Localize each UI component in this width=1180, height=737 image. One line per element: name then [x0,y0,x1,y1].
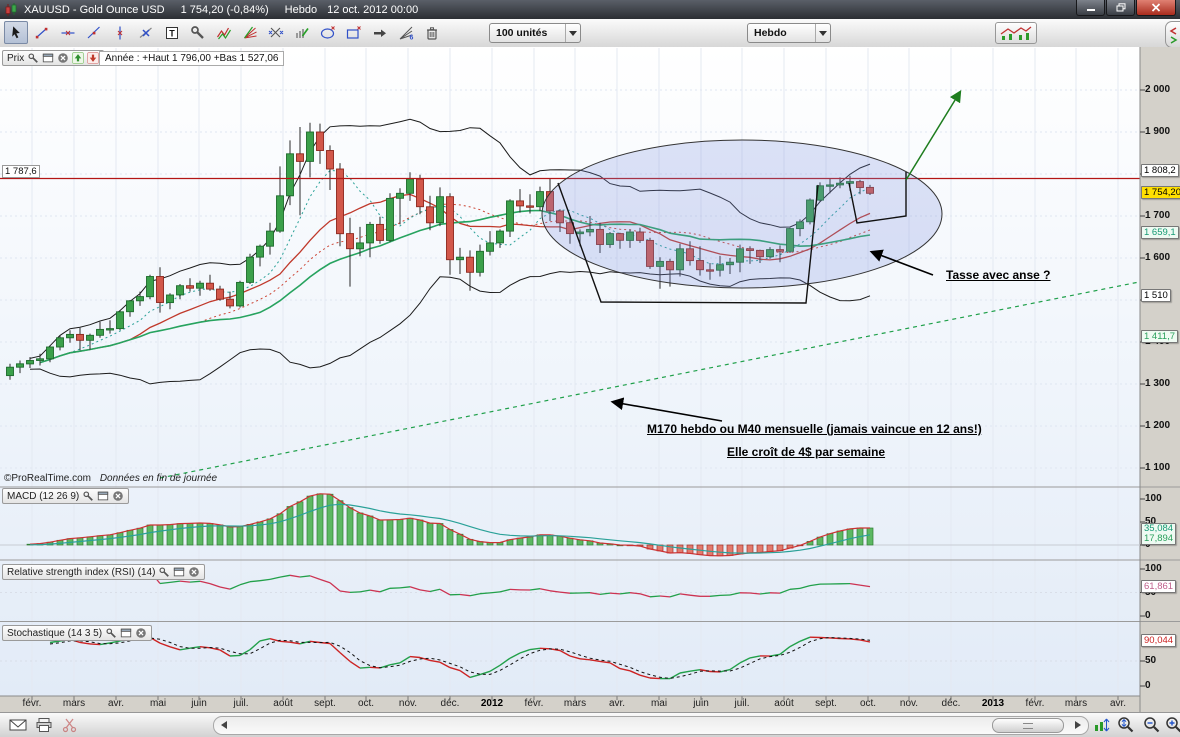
price-chart-canvas[interactable] [0,47,1180,713]
close-icon[interactable] [112,490,124,502]
rsi-panel-title: Relative strength index (RSI) (14) [7,566,156,578]
arrow-up-icon[interactable] [72,52,85,64]
zoom-in-button[interactable] [1162,715,1180,734]
scroll-right-button[interactable] [1070,717,1086,732]
chart-style-button[interactable] [995,22,1037,44]
price-panel-title: Prix [7,52,25,64]
horizontal-line-tool[interactable] [56,21,80,44]
scrollbar-thumb[interactable] [992,718,1064,733]
fan-pattern-tool[interactable] [238,21,262,44]
arrow-tool[interactable] [368,21,392,44]
timeframe-dropdown-value: Hebdo [754,27,787,39]
minimize-button[interactable] [1076,0,1105,16]
candlestick-logo-icon [4,2,18,17]
macd-panel-label: MACD (12 26 9) [2,488,130,504]
svg-text:6: 6 [410,34,414,41]
cut-button[interactable] [58,715,82,734]
units-dropdown-value: 100 unités [496,27,548,39]
delete-line-tool[interactable] [134,21,158,44]
macd-panel-title: MACD (12 26 9) [7,490,80,502]
rsi-panel-label: Relative strength index (RSI) (14) [2,564,206,580]
window-icon[interactable] [42,52,54,64]
horizontal-scrollbar[interactable] [213,716,1089,735]
fit-chart-button[interactable] [1090,715,1114,734]
titlebar: XAUUSD - Gold Ounce USD 1 754,20 (-0,84%… [0,0,1180,19]
close-icon[interactable] [135,627,147,639]
close-icon[interactable] [57,52,69,64]
wrench-icon[interactable] [105,627,117,639]
titlebar-last-price: 1 754,20 (-0,84%) [180,3,269,16]
vertical-line-tool[interactable] [108,21,132,44]
close-icon[interactable] [188,566,200,578]
panel-collapse-button[interactable] [1165,21,1180,48]
ellipse-tool[interactable] [316,21,340,44]
price-panel-label: Prix [2,50,105,66]
chart-area: Prix Année : +Haut 1 796,00 +Bas 1 527,0… [0,47,1180,713]
multi-line-tool[interactable]: 6 [394,21,418,44]
window-title: XAUUSD - Gold Ounce USD [24,3,165,16]
status-bar [0,712,1180,737]
timeframe-dropdown[interactable]: Hebdo [747,23,831,43]
stochastic-panel-title: Stochastique (14 3 5) [7,627,103,639]
close-button[interactable] [1136,0,1176,16]
zigzag-pattern-tool[interactable] [212,21,236,44]
delete-all-drawings-tool[interactable] [264,21,288,44]
rectangle-tool[interactable] [342,21,366,44]
print-button[interactable] [32,715,56,734]
wrench-icon[interactable] [27,52,39,64]
titlebar-datetime: 12 oct. 2012 00:00 [327,3,419,16]
svg-text:T: T [169,28,175,38]
text-tool[interactable]: T [160,21,184,44]
titlebar-period: Hebdo [284,3,318,16]
zoom-vertical-button[interactable] [1114,715,1138,734]
window-icon[interactable] [173,566,185,578]
trendline-tool[interactable] [82,21,106,44]
wrench-icon[interactable] [82,490,94,502]
restore-button[interactable] [1106,0,1135,16]
chevron-down-icon [815,24,830,42]
wrench-icon[interactable] [158,566,170,578]
zoom-out-button[interactable] [1140,715,1164,734]
stochastic-panel-label: Stochastique (14 3 5) [2,625,153,641]
segment-tool[interactable] [30,21,54,44]
scroll-left-button[interactable] [216,717,232,732]
arrow-down-icon[interactable] [87,52,100,64]
trash-tool[interactable] [420,21,444,44]
window-icon[interactable] [120,627,132,639]
units-dropdown[interactable]: 100 unités [489,23,581,43]
pointer-tool[interactable] [4,21,28,44]
window-icon[interactable] [97,490,109,502]
chevron-down-icon [565,24,580,42]
mail-button[interactable] [6,715,30,734]
forecast-drawing-tool[interactable] [290,21,314,44]
drawing-settings-tool[interactable] [186,21,210,44]
